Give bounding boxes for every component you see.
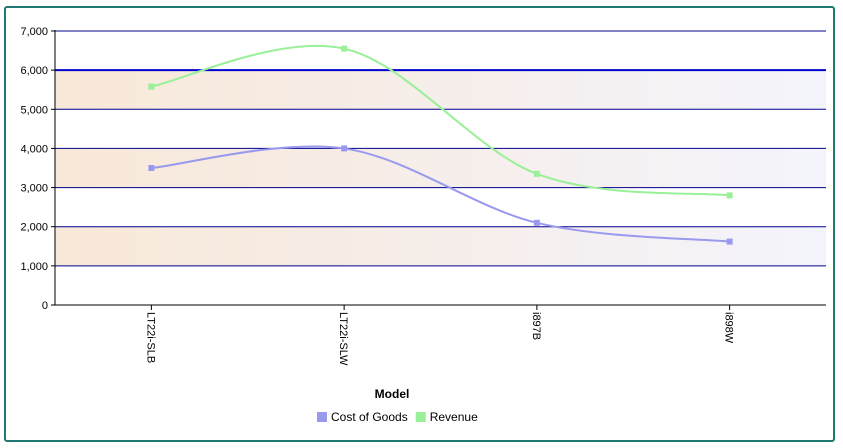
gridlines xyxy=(55,30,826,267)
data-point xyxy=(533,219,540,226)
legend-label: Cost of Goods xyxy=(331,410,408,424)
y-tick-label: 3,000 xyxy=(20,183,48,195)
legend-swatch xyxy=(317,412,327,422)
plot-bands xyxy=(55,70,826,266)
data-point xyxy=(726,192,733,199)
y-tick-label: 0 xyxy=(42,300,48,312)
series-line xyxy=(151,145,730,243)
line-chart: 0 1,000 2,000 3,000 4,000 5,000 6,000 7,000 LT2… xyxy=(20,26,826,424)
series-lines xyxy=(148,44,733,245)
legend-swatch xyxy=(415,412,426,422)
plot-band xyxy=(55,226,826,266)
axes xyxy=(54,30,826,306)
data-point xyxy=(341,145,348,152)
data-point xyxy=(533,170,540,177)
y-tick-label: 6,000 xyxy=(20,65,48,77)
x-tick-labels: LT22i-SLB LT22i-SLW i897B i898W xyxy=(144,305,735,366)
y-tick-label: 5,000 xyxy=(20,104,48,116)
y-tick-label: 7,000 xyxy=(20,26,48,38)
y-tick-label: 1,000 xyxy=(20,261,48,273)
data-point xyxy=(341,45,348,52)
chart-frame: 0 1,000 2,000 3,000 4,000 5,000 6,000 7,000 LT2… xyxy=(4,6,835,442)
y-tick-label: 2,000 xyxy=(20,222,48,234)
y-tick-labels: 0 1,000 2,000 3,000 4,000 5,000 6,000 7,000 xyxy=(20,26,55,312)
data-point xyxy=(148,83,155,90)
x-tick-label: LT22i-SLW xyxy=(337,312,349,366)
data-point xyxy=(148,165,155,171)
x-tick-label: LT22i-SLB xyxy=(144,312,156,363)
x-tick-label: i897B xyxy=(530,312,542,340)
data-point xyxy=(726,238,733,245)
legend-label: Revenue xyxy=(430,410,478,424)
plot-band xyxy=(55,148,826,188)
series-line xyxy=(151,44,730,197)
y-tick-label: 4,000 xyxy=(20,143,48,155)
legend: Cost of Goods Revenue xyxy=(317,410,478,424)
x-tick-label: i898W xyxy=(723,312,735,344)
plot-band xyxy=(55,70,826,110)
x-axis-label: Model xyxy=(375,387,410,401)
